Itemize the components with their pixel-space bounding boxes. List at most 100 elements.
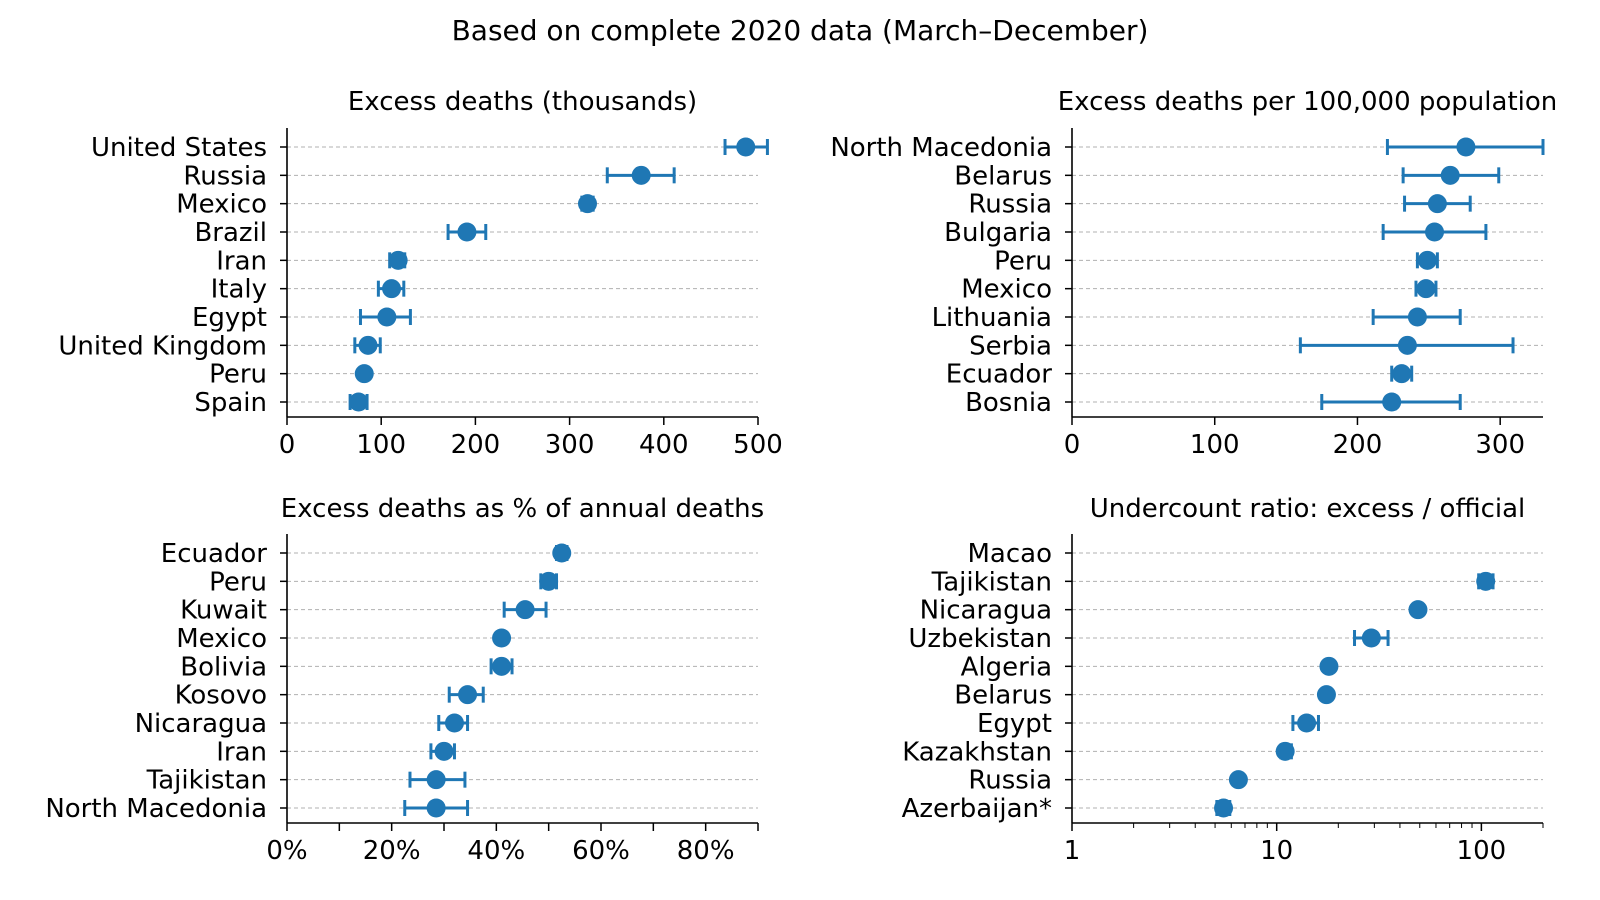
data-point [1416,279,1436,299]
xtick-label: 300 [545,430,595,460]
data-point [1417,250,1437,270]
data-point [1382,392,1402,412]
data-point [1476,571,1496,591]
data-point [1392,364,1412,384]
xtick-label: 0 [1064,430,1081,460]
data-point [377,307,397,327]
ytick-label: Kuwait [180,596,267,626]
data-point [426,770,446,790]
ytick-label: Algeria [961,652,1052,682]
ytick-label: Russia [183,161,267,191]
ytick-label: Bulgaria [944,218,1052,248]
xtick-label: 500 [733,430,783,460]
subplot-4: Undercount ratio: excess / official Macao… [902,494,1544,866]
data-point [434,741,454,761]
xtick-label: 400 [639,430,689,460]
data-point [539,571,559,591]
ytick-label: Italy [211,275,267,305]
ytick-label: United States [91,133,267,163]
data-point [1275,741,1295,761]
ytick-label: Bolivia [180,652,267,682]
subplot-1: Excess deaths (thousands) United StatesRu… [58,87,783,460]
xtick-label: 100 [1190,430,1240,460]
ytick-label: Peru [209,360,267,390]
ytick-label: Spain [194,388,267,418]
ytick-label: Mexico [176,190,267,220]
data-point [515,600,535,620]
ytick-label: Mexico [176,624,267,654]
xtick-label: 20% [363,836,421,866]
xtick-label: 300 [1475,430,1525,460]
subplot-2: Excess deaths per 100,000 populationNort… [830,87,1557,460]
xtick-label: 1 [1064,836,1081,866]
data-point [354,364,374,384]
ytick-label: Tajikistan [931,567,1052,597]
ytick-label: Serbia [969,331,1052,361]
ytick-label: North Macedonia [45,794,267,824]
data-point [1408,600,1428,620]
xtick-label: 100 [1457,836,1507,866]
data-point [1427,194,1447,214]
ytick-label: Kazakhstan [902,737,1052,767]
ytick-label: Egypt [192,303,267,333]
data-point [426,798,446,818]
ytick-label: United Kingdom [58,331,267,361]
xtick-label: 200 [451,430,501,460]
ytick-label: Uzbekistan [908,624,1052,654]
ytick-label: Nicaragua [920,596,1052,626]
ytick-label: Lithuania [932,303,1052,333]
ytick-label: Bosnia [965,388,1052,418]
data-point [1440,165,1460,185]
ytick-label: Azerbaijan* [902,794,1052,824]
data-point [631,165,651,185]
data-point [444,713,464,733]
data-point [1407,307,1427,327]
data-point [1228,770,1248,790]
ytick-label: Mexico [961,275,1052,305]
data-point [457,222,477,242]
xtick-label: 0 [279,430,296,460]
xtick-label: 200 [1333,430,1383,460]
ytick-label: Iran [216,737,267,767]
data-point [492,656,512,676]
xtick-label: 10 [1260,836,1293,866]
xtick-label: 60% [572,836,630,866]
data-point [1361,628,1381,648]
data-point [1397,335,1417,355]
ytick-label: Macao [968,539,1053,569]
data-point [1425,222,1445,242]
xtick-label: 80% [677,836,735,866]
data-point [1214,798,1234,818]
ytick-label: North Macedonia [830,133,1052,163]
subplot-title: Undercount ratio: excess / official [1090,494,1526,524]
xtick-label: 0% [266,836,307,866]
subplot-title: Excess deaths as % of annual deaths [281,494,764,524]
data-point [382,279,402,299]
figure-suptitle: Based on complete 2020 data (March–Decem… [451,14,1149,47]
data-point [1316,685,1336,705]
xtick-label: 100 [356,430,406,460]
data-point [552,543,572,563]
data-point [1456,137,1476,157]
data-point [1297,713,1317,733]
data-point [492,628,512,648]
ytick-label: Peru [209,567,267,597]
ytick-label: Ecuador [946,360,1053,390]
subplot-title: Excess deaths (thousands) [348,87,697,117]
ytick-label: Tajikistan [146,766,267,796]
data-point [458,685,478,705]
data-point [388,250,408,270]
data-point [1319,656,1339,676]
ytick-label: Egypt [977,709,1052,739]
data-point [577,194,597,214]
subplot-3: Excess deaths as % of annual deaths Ecuad… [45,494,764,866]
ytick-label: Belarus [954,681,1052,711]
ytick-label: Russia [968,766,1052,796]
ytick-label: Iran [216,246,267,276]
ytick-label: Belarus [954,161,1052,191]
ytick-label: Russia [968,190,1052,220]
data-point [736,137,756,157]
ytick-label: Kosovo [175,681,267,711]
